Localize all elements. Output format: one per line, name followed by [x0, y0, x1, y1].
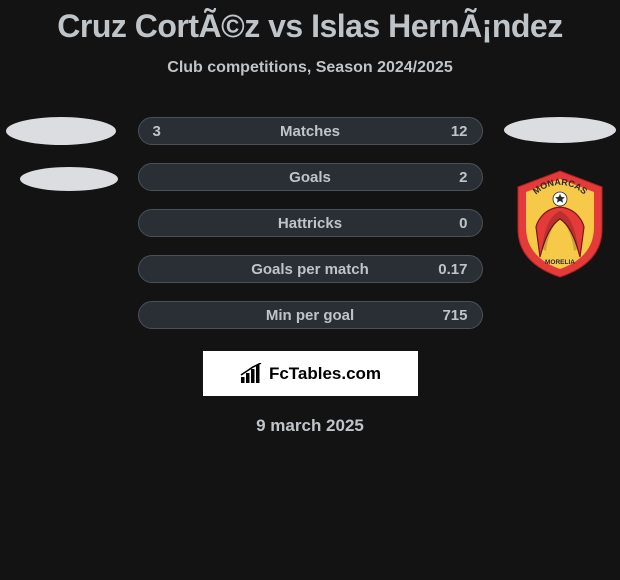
stat-label: Matches [193, 123, 428, 140]
brand-text: FcTables.com [269, 364, 381, 384]
page-title: Cruz CortÃ©z vs Islas HernÃ¡ndez [0, 0, 620, 45]
stat-label: Hattricks [193, 215, 428, 232]
stat-right-value: 2 [428, 169, 468, 186]
stat-right-value: 0.17 [428, 261, 468, 278]
brand-badge: FcTables.com [203, 351, 418, 396]
stat-right-value: 0 [428, 215, 468, 232]
stat-pill-goals: Goals 2 [138, 163, 483, 191]
stat-row: Goals 2 [0, 163, 620, 191]
stat-pill-matches: 3 Matches 12 [138, 117, 483, 145]
stat-left-value: 3 [153, 123, 193, 140]
stat-pill-gpm: Goals per match 0.17 [138, 255, 483, 283]
stat-pill-mpg: Min per goal 715 [138, 301, 483, 329]
stat-pill-hattricks: Hattricks 0 [138, 209, 483, 237]
stat-right-value: 715 [428, 307, 468, 324]
stat-right-value: 12 [428, 123, 468, 140]
stat-label: Min per goal [193, 307, 428, 324]
stat-row: Min per goal 715 [0, 301, 620, 329]
chart-icon [239, 363, 265, 385]
stat-label: Goals per match [193, 261, 428, 278]
stat-row: Hattricks 0 [0, 209, 620, 237]
stat-label: Goals [193, 169, 428, 186]
snapshot-date: 9 march 2025 [0, 416, 620, 436]
stat-row: 3 Matches 12 [0, 117, 620, 145]
page-subtitle: Club competitions, Season 2024/2025 [0, 59, 620, 77]
stats-container: MONARCAS MORELIA 3 Matches 12 Goals 2 Ha… [0, 117, 620, 329]
stat-row: Goals per match 0.17 [0, 255, 620, 283]
